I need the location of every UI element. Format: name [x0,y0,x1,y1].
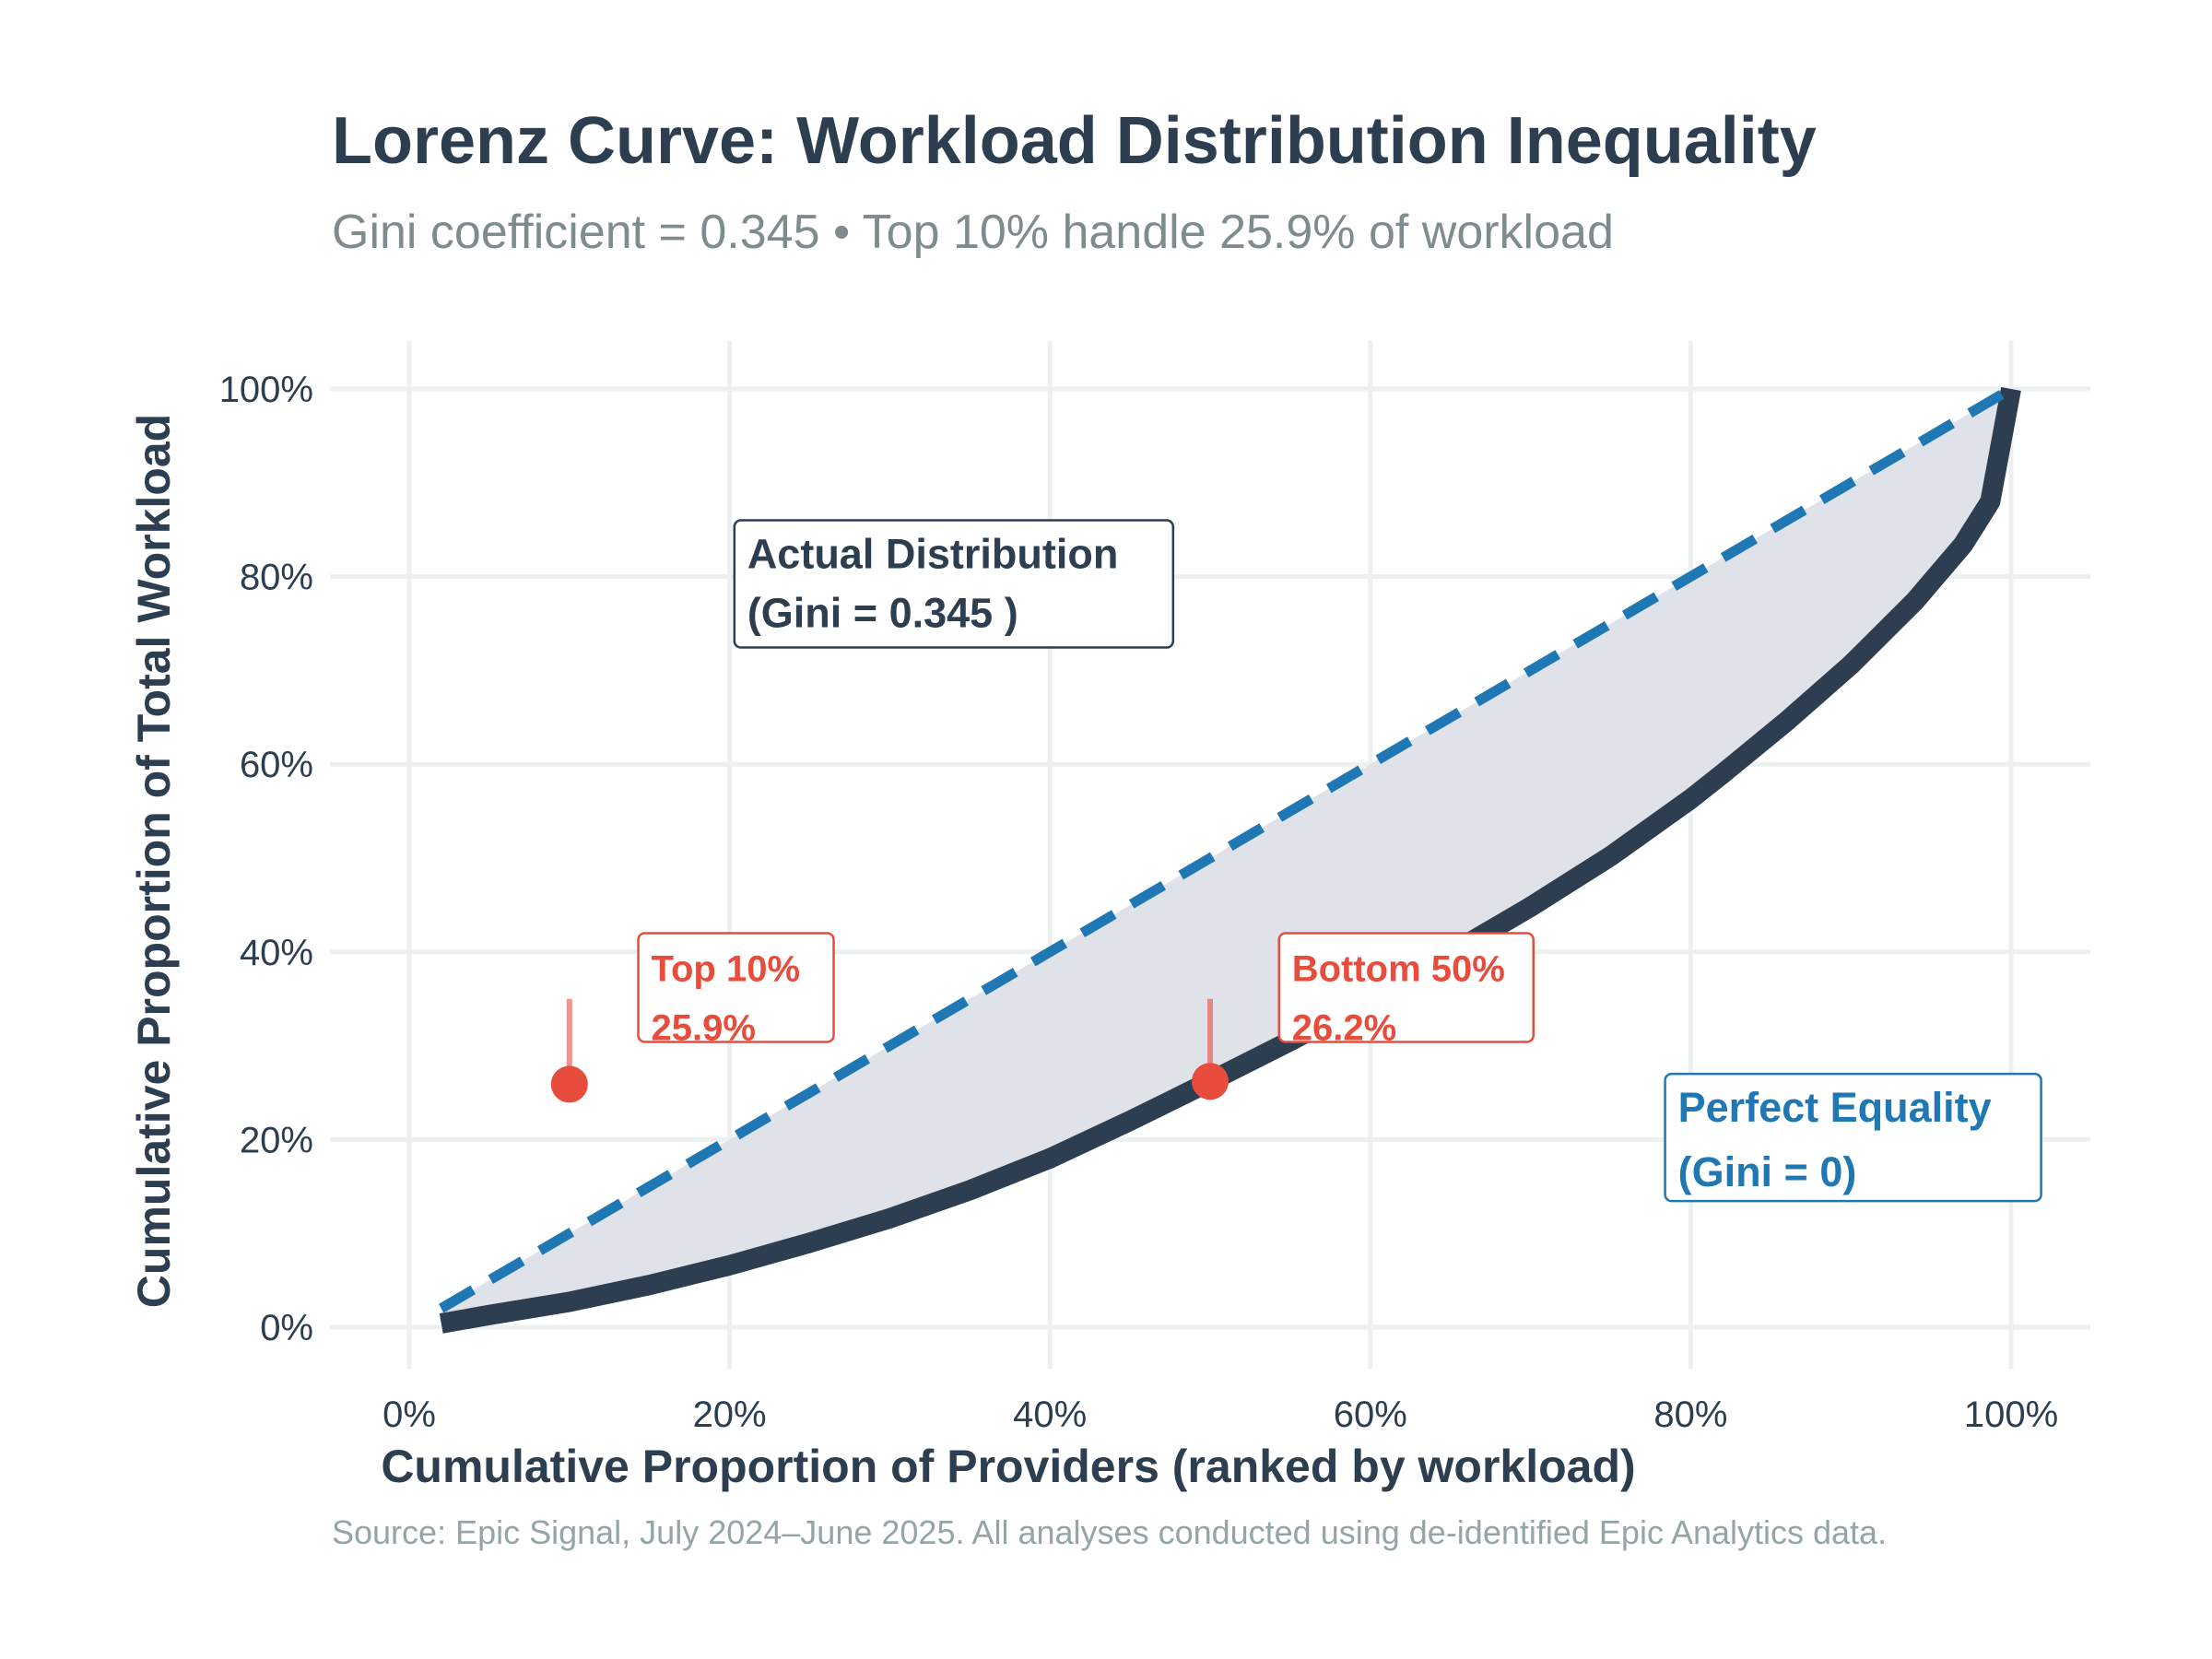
x-tick-label: 100% [1964,1394,2058,1435]
highlight-point [1192,1063,1229,1100]
x-axis-title: Cumulative Proportion of Providers (rank… [381,1441,1635,1492]
highlight-point [550,1065,588,1103]
annotation-box [733,519,1175,649]
annotation-group: Actual Distribution (Gini = 0.345 ) Top 10… [637,519,2042,1203]
annotation-text: (Gini = 0.345 ) [747,590,1018,637]
chart-subtitle: Gini coefficient = 0.345 • Top 10% handl… [332,206,1614,259]
inequality-area [441,389,2011,1324]
annotation-box [1664,1072,2042,1203]
y-tick-label: 40% [240,933,313,973]
annotation-actual: Actual Distribution (Gini = 0.345 ) [733,519,1175,649]
x-tick-label: 20% [693,1394,767,1435]
y-tick-label: 0% [260,1308,313,1348]
annotation-text: 26.2% [1292,1007,1396,1048]
annotation-bottom50: Bottom 50% 26.2% [1277,932,1535,1048]
annotation-text: Actual Distribution [747,531,1118,578]
annotation-equality: Perfect Equality (Gini = 0) [1664,1072,2042,1203]
y-tick-label: 80% [240,558,313,598]
inequality-fill [441,389,2011,1324]
annotation-box [637,932,835,1043]
equality-line [438,384,2014,1313]
marker-group [550,998,1229,1103]
y-tick-label: 20% [240,1120,313,1160]
annotation-text: Bottom 50% [1292,948,1505,989]
tick-labels: 0% 20% 40% 60% 80% 100% 0% 20% 40% 60% 80% 100% [219,370,2058,1435]
y-axis-title: Cumulative Proportion of Total Workload [128,414,180,1308]
y-tick-label: 60% [240,745,313,785]
x-tick-label: 0% [382,1394,436,1435]
x-tick-label: 60% [1334,1394,1407,1435]
y-tick-label: 100% [219,370,313,410]
x-tick-label: 80% [1653,1394,1727,1435]
annotation-text: Perfect Equality [1678,1084,1992,1131]
x-tick-label: 40% [1013,1394,1087,1435]
annotation-box [1277,932,1535,1043]
chart-title: Lorenz Curve: Workload Distribution Ineq… [332,104,1817,178]
annotation-text: (Gini = 0) [1678,1148,1857,1195]
annotation-top10: Top 10% 25.9% [637,932,835,1048]
annotation-text: Top 10% [652,948,801,989]
source-caption: Source: Epic Signal, July 2024–June 2025… [332,1513,1888,1551]
annotation-text: 25.9% [652,1007,756,1048]
